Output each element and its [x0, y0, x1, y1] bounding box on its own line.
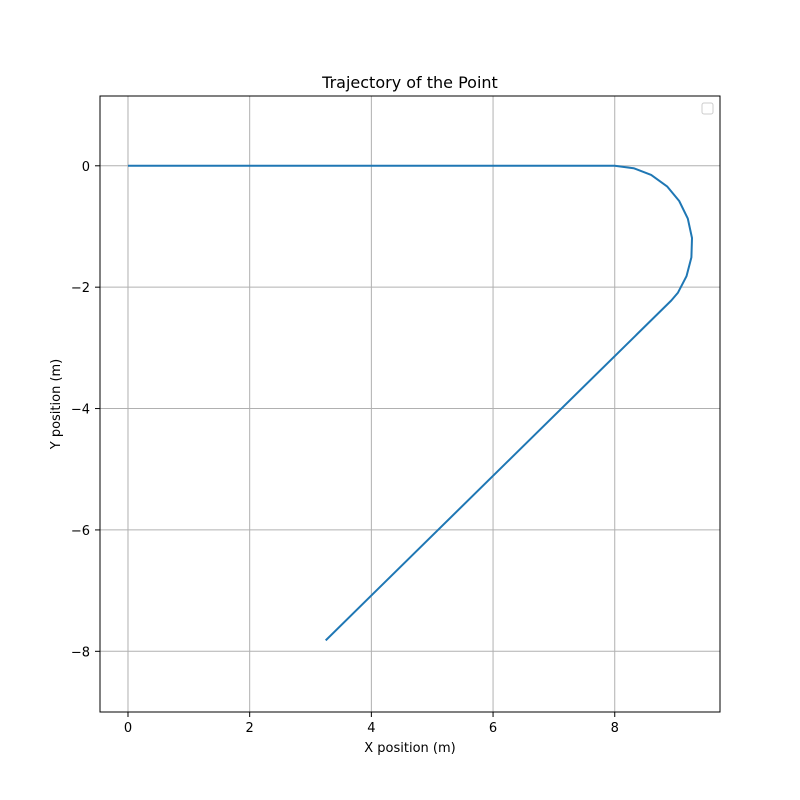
legend-box	[701, 102, 714, 115]
y-tick-label: 0	[82, 160, 90, 175]
x-tick-label: 6	[489, 721, 497, 736]
y-tick-label: −8	[71, 645, 90, 660]
plot-frame	[99, 95, 721, 713]
chart-title: Trajectory of the Point	[321, 73, 498, 92]
axis-ticks: 0 2 4 6 8 0 −2 −4 −6 −8	[71, 160, 619, 736]
x-tick-label: 2	[246, 721, 254, 736]
x-tick-label: 0	[124, 721, 132, 736]
x-tick-label: 8	[611, 721, 619, 736]
trajectory-line	[128, 164, 693, 642]
x-tick-label: 4	[367, 721, 375, 736]
y-tick-label: −4	[71, 403, 90, 418]
x-axis-label: X position (m)	[364, 741, 455, 756]
y-axis-label: Y position (m)	[49, 359, 64, 451]
plot-background	[100, 96, 720, 712]
series-layer	[128, 164, 693, 642]
y-tick-label: −6	[71, 524, 90, 539]
y-tick-label: −2	[71, 281, 90, 296]
